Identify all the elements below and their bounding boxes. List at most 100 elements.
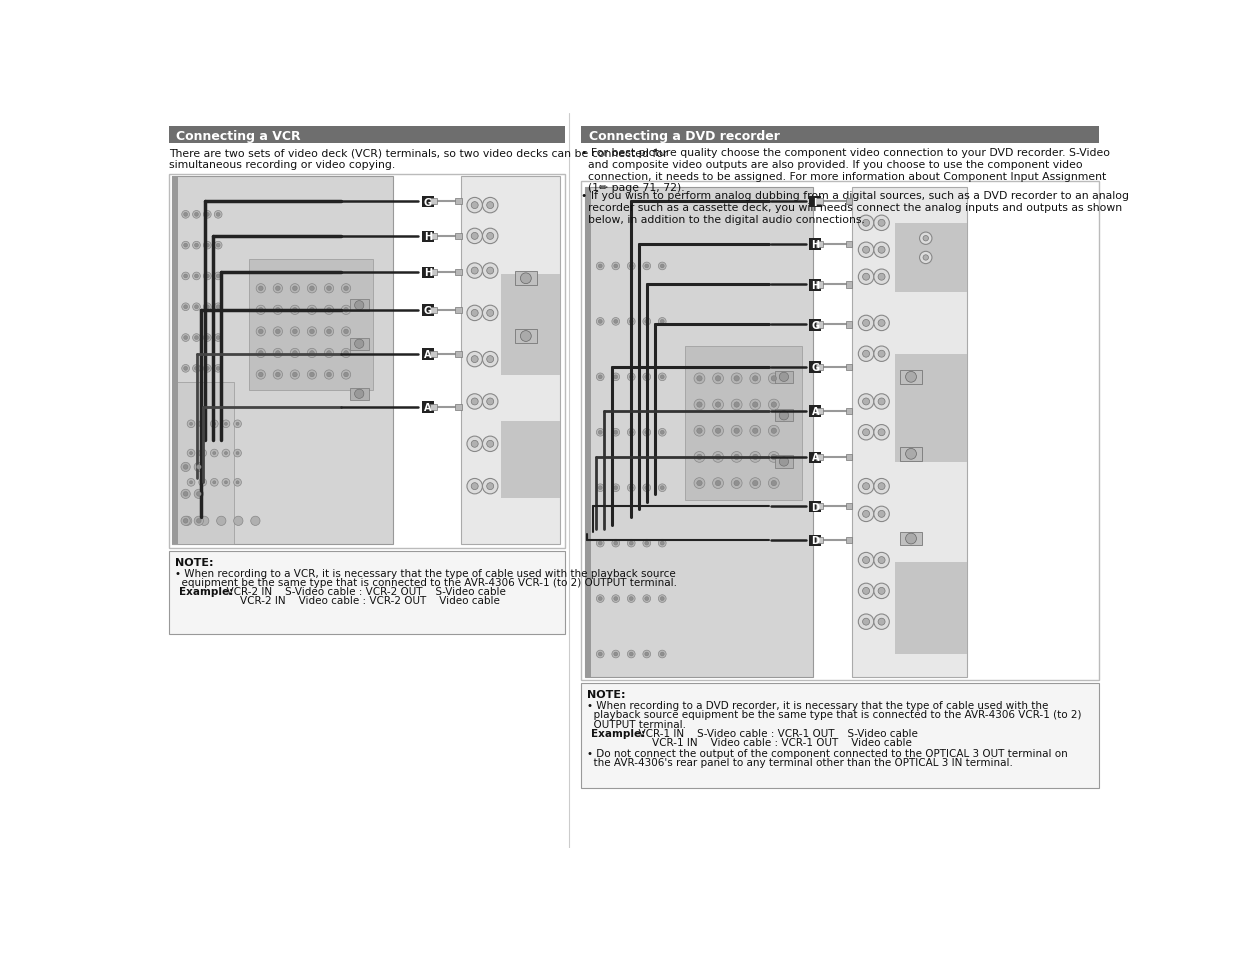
Circle shape [627,539,635,547]
Circle shape [259,373,263,377]
Circle shape [194,244,198,248]
Circle shape [203,273,212,280]
Text: • When recording to a DVD recorder, it is necessary that the type of cable used : • When recording to a DVD recorder, it i… [588,700,1049,711]
Text: VCR-2 IN    S-Video cable : VCR-2 OUT    S-Video cable: VCR-2 IN S-Video cable : VCR-2 OUT S-Vid… [220,587,506,597]
Text: NOTE:: NOTE: [174,558,213,567]
Circle shape [627,263,635,271]
Circle shape [205,213,209,217]
Bar [774,410,793,422]
Circle shape [216,367,220,371]
Circle shape [486,441,494,448]
Circle shape [216,336,220,340]
Circle shape [216,274,220,278]
Circle shape [878,618,884,625]
Circle shape [183,336,188,340]
Circle shape [612,595,620,603]
Circle shape [734,481,740,486]
Circle shape [324,328,334,336]
Circle shape [715,376,721,381]
Circle shape [213,423,215,426]
Circle shape [771,402,777,408]
Bar [168,127,565,144]
Circle shape [482,395,499,410]
Circle shape [482,436,499,452]
Circle shape [234,479,241,487]
Circle shape [596,318,604,326]
Bar [846,503,852,510]
Bar [846,199,852,205]
Circle shape [276,308,280,313]
Circle shape [471,310,479,317]
Circle shape [183,517,192,526]
Text: A: A [424,403,432,413]
Circle shape [658,374,667,381]
Circle shape [630,653,633,657]
Circle shape [466,479,482,495]
Bar [815,199,824,205]
Circle shape [486,483,494,490]
Circle shape [291,284,299,294]
Bar [460,176,560,544]
Circle shape [291,371,299,379]
Circle shape [307,371,317,379]
Circle shape [599,320,602,324]
Text: G: G [811,320,819,331]
Circle shape [630,431,633,435]
Circle shape [862,483,870,490]
Circle shape [182,365,189,373]
Circle shape [214,212,223,219]
Circle shape [627,429,635,436]
Circle shape [694,478,705,489]
Circle shape [293,308,297,313]
Circle shape [197,492,202,497]
Circle shape [291,349,299,358]
Circle shape [236,452,239,456]
Circle shape [768,426,779,436]
Circle shape [273,306,282,315]
Circle shape [643,651,651,659]
Bar [846,455,852,460]
Bar [809,320,821,332]
Circle shape [276,373,280,377]
Bar [809,239,821,251]
Circle shape [644,653,648,657]
Circle shape [858,216,873,232]
Circle shape [327,287,332,292]
Circle shape [627,484,635,492]
Circle shape [214,273,223,280]
Circle shape [873,553,889,568]
Bar [815,364,824,371]
Circle shape [630,597,633,601]
Circle shape [643,429,651,436]
Circle shape [858,583,873,598]
Circle shape [355,301,364,311]
Circle shape [878,398,884,405]
Circle shape [599,597,602,601]
Circle shape [878,430,884,436]
Circle shape [293,330,297,335]
Circle shape [658,539,667,547]
Circle shape [193,242,200,250]
Circle shape [694,426,705,436]
Bar [846,364,852,371]
Circle shape [873,347,889,362]
Bar [585,188,814,678]
Circle shape [307,349,317,358]
Circle shape [878,511,884,517]
Circle shape [878,588,884,595]
Circle shape [905,534,917,544]
Circle shape [251,517,260,526]
Circle shape [202,423,204,426]
Circle shape [715,402,721,408]
Circle shape [194,274,198,278]
Circle shape [471,483,479,490]
Bar [901,371,922,384]
Circle shape [205,244,209,248]
Circle shape [273,371,282,379]
Circle shape [905,449,917,459]
Text: Example:: Example: [178,587,233,597]
Circle shape [630,320,633,324]
Circle shape [210,420,218,428]
Bar [429,352,438,357]
Circle shape [482,306,499,321]
